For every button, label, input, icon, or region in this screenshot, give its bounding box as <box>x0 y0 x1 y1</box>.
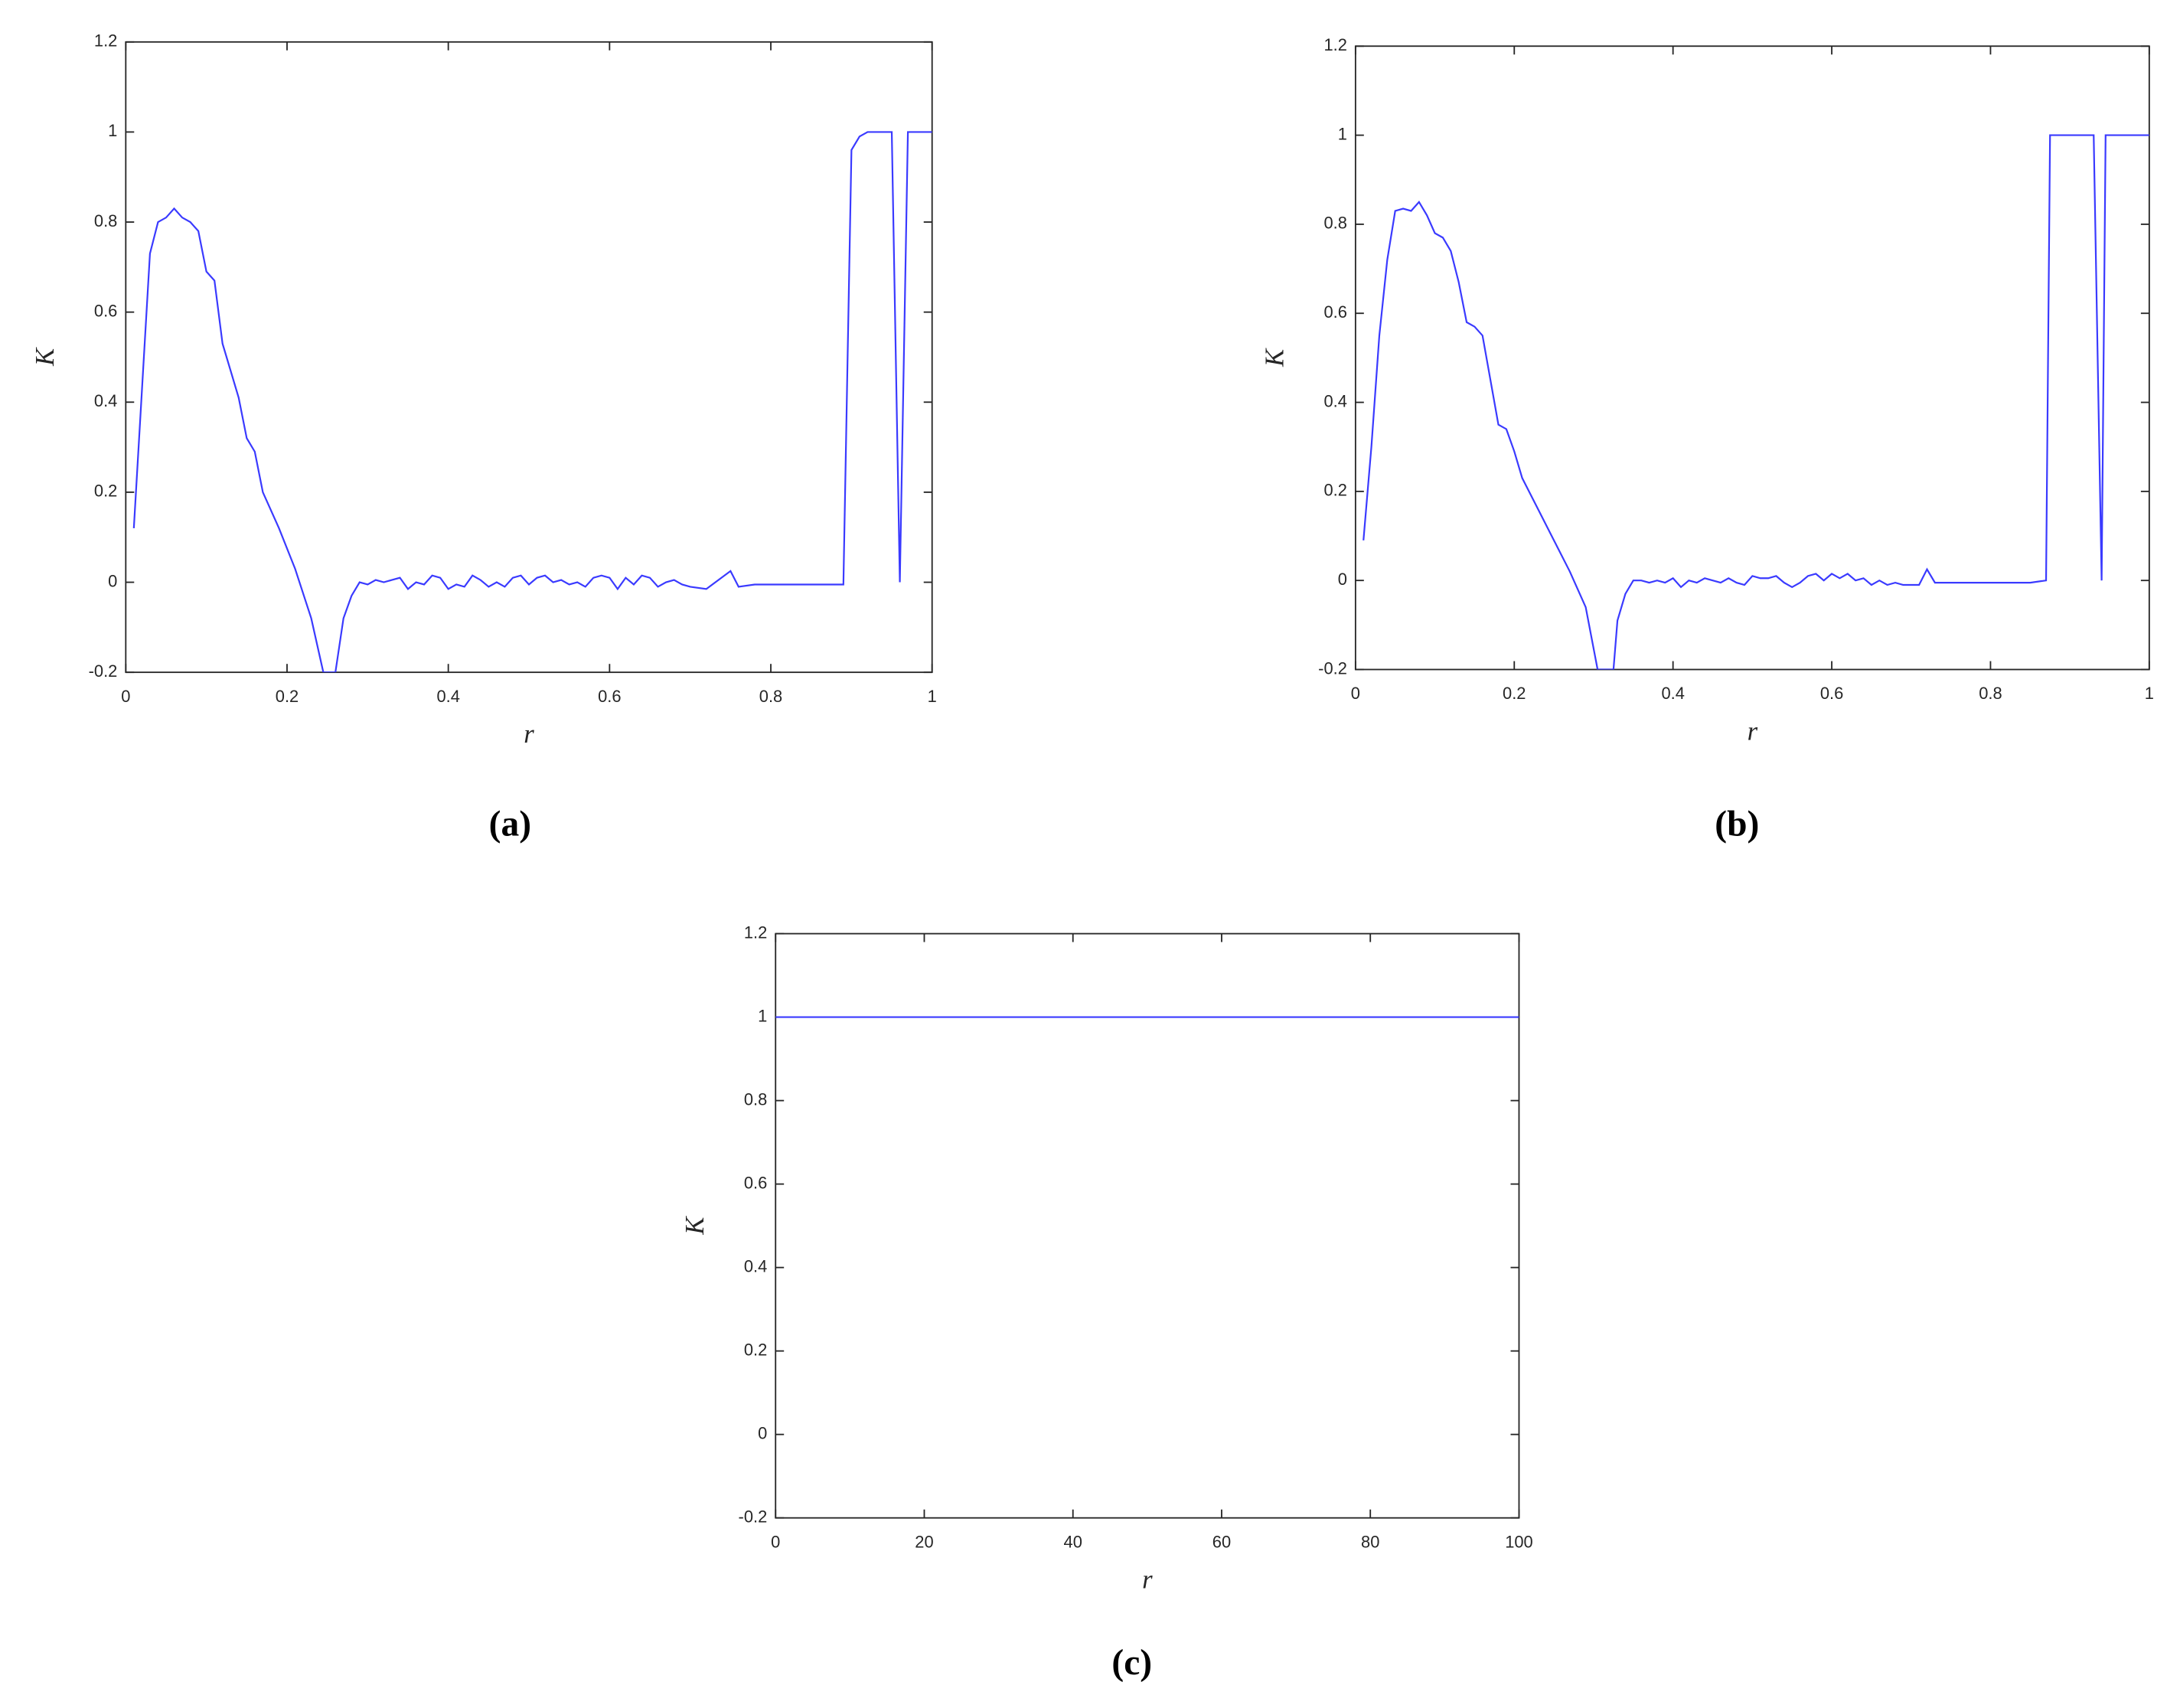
y-tick-label: 0.4 <box>1323 391 1346 410</box>
data-line <box>132 131 932 673</box>
y-tick-label: 0.4 <box>744 1256 767 1275</box>
x-tick-label: 0.8 <box>1979 684 2002 703</box>
y-tick-label: 1.2 <box>744 923 767 942</box>
y-axis-label: K <box>1260 348 1290 367</box>
y-tick-label: 0.8 <box>744 1089 767 1109</box>
y-tick-label: 0.8 <box>94 211 117 230</box>
x-axis-label: r <box>1748 716 1758 746</box>
chart: -0.200.20.40.60.811.20 0.2 0.4 0.6 0.8 1rK(b) <box>1260 35 2154 844</box>
y-tick-label: 0.2 <box>744 1340 767 1359</box>
x-tick-label: 0 <box>121 687 130 706</box>
y-tick-label: 0.6 <box>744 1173 767 1192</box>
x-tick-label: 1 <box>928 687 937 706</box>
x-tick-label: 0.8 <box>759 687 782 706</box>
y-tick-label: 1 <box>108 121 117 140</box>
x-tick-label: 0.6 <box>1820 684 1843 703</box>
x-tick-label: 40 <box>1064 1532 1082 1551</box>
y-tick-label: -0.2 <box>739 1507 768 1526</box>
x-axis-label: r <box>524 719 534 749</box>
y-tick-label: 0 <box>1338 570 1347 589</box>
x-tick-label: 80 <box>1361 1532 1379 1551</box>
caption: (c) <box>1111 1643 1152 1683</box>
chart: -0.200.20.40.60.811.20 0.2 0.4 0.6 0.8 1rK(a) <box>30 31 937 844</box>
x-tick-label: 20 <box>915 1532 933 1551</box>
y-tick-label: 0.8 <box>1323 214 1346 233</box>
y-tick-label: 0.2 <box>94 482 117 501</box>
plot-area <box>125 41 933 674</box>
y-axis-label: K <box>680 1216 710 1236</box>
x-tick-label: 0.2 <box>1503 684 1526 703</box>
y-tick-label: 0.4 <box>94 391 117 410</box>
x-tick-label: 0.2 <box>276 687 299 706</box>
x-axis-label: r <box>1142 1565 1153 1595</box>
y-tick-label: 1.2 <box>1323 35 1346 54</box>
y-tick-label: -0.2 <box>89 661 118 681</box>
x-tick-label: 0.6 <box>598 687 621 706</box>
y-tick-label: -0.2 <box>1318 658 1347 678</box>
x-tick-label: 1 <box>2145 684 2154 703</box>
x-tick-label: 0 <box>771 1532 780 1551</box>
caption: (a) <box>489 805 531 844</box>
x-tick-label: 100 <box>1505 1532 1533 1551</box>
x-tick-label: 0.4 <box>436 687 459 706</box>
x-tick-label: 60 <box>1212 1532 1231 1551</box>
x-tick-label: 0 <box>1351 684 1360 703</box>
x-tick-label: 0.4 <box>1661 684 1684 703</box>
plot-area <box>775 932 1520 1519</box>
y-tick-label: 0.6 <box>94 301 117 320</box>
y-axis-label: K <box>30 347 60 367</box>
y-tick-label: 0.6 <box>1323 302 1346 322</box>
y-tick-label: 0 <box>108 571 117 590</box>
plot-area <box>1354 45 2150 671</box>
y-tick-label: 1 <box>1338 124 1347 143</box>
y-tick-label: 1.2 <box>94 31 117 51</box>
y-tick-label: 1 <box>758 1006 767 1025</box>
y-tick-label: 0.2 <box>1323 481 1346 500</box>
caption: (b) <box>1715 805 1759 844</box>
y-tick-label: 0 <box>758 1423 767 1442</box>
data-line <box>1362 134 2149 670</box>
